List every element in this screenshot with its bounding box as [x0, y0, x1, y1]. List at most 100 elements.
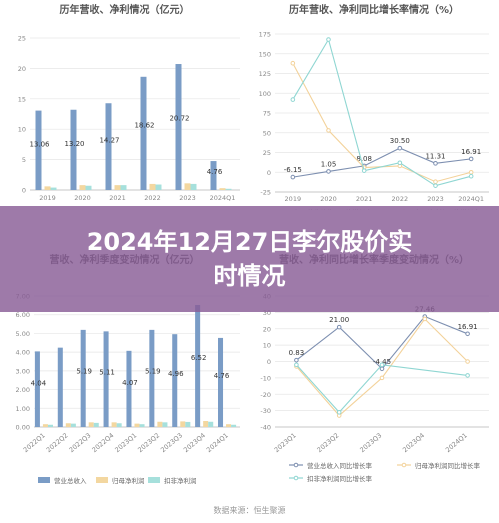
data-point — [290, 60, 296, 66]
y-tick-label: 30 — [263, 309, 271, 317]
bar — [149, 183, 156, 190]
data-label: 4.76 — [214, 372, 230, 380]
data-label: 13.20 — [64, 140, 84, 148]
legend-label: 营业总收入 — [54, 476, 87, 485]
annual-revenue-profit-chart: 历年营收、净利情况（亿元） 0 5 10 15 20 25 2019 2020 2021 2022 2… — [0, 0, 249, 210]
chart-title: 历年营收、净利情况（亿元） — [60, 3, 190, 16]
series-line — [292, 62, 472, 183]
data-label: 4.96 — [168, 370, 184, 378]
y-tick-label: 25 — [263, 149, 271, 157]
data-label: 4.04 — [31, 379, 47, 387]
data-point — [465, 331, 470, 337]
x-tick-label: 2024Q1 — [458, 195, 484, 203]
legend-label: 扣非净利润 — [164, 476, 197, 485]
bar — [149, 329, 155, 427]
data-label: 13.06 — [29, 140, 50, 148]
data-point — [361, 168, 367, 173]
y-tick-label: -40 — [260, 424, 271, 432]
bar — [111, 422, 117, 427]
data-source: 数据来源：恒生聚源 — [213, 506, 286, 515]
y-tick-label: 20 — [18, 65, 26, 73]
bar — [47, 424, 53, 427]
data-point — [468, 173, 474, 179]
y-tick-label: 0 — [267, 358, 271, 366]
x-tick-label: 2021 — [109, 194, 126, 202]
data-point — [465, 373, 470, 378]
bar — [203, 421, 209, 427]
y-tick-label: 0.00 — [16, 424, 30, 432]
bar — [50, 187, 57, 190]
bar — [34, 351, 40, 427]
series-line — [295, 364, 468, 414]
legend-marker — [401, 462, 407, 468]
bar — [231, 424, 237, 427]
data-point — [379, 366, 385, 372]
data-point — [433, 179, 438, 185]
bar — [226, 424, 232, 427]
x-tick-label: 2019 — [39, 194, 56, 202]
data-label: 21.00 — [329, 316, 349, 324]
series-line — [292, 147, 472, 178]
bar — [44, 186, 51, 190]
data-label: 16.91 — [458, 323, 478, 331]
x-tick-label: 2022Q3 — [68, 431, 93, 454]
data-point — [290, 97, 296, 102]
x-tick-label: 2024Q1 — [444, 431, 469, 454]
bar — [93, 422, 99, 427]
data-point — [468, 156, 474, 162]
y-tick-label: 15 — [18, 95, 26, 103]
data-point — [422, 316, 428, 322]
y-tick-label: -20 — [260, 391, 271, 399]
data-point — [465, 359, 470, 364]
x-tick-label: 2023Q1 — [273, 431, 298, 454]
bar — [70, 109, 77, 190]
y-tick-label: 125 — [259, 70, 271, 78]
bar — [116, 423, 122, 427]
x-tick-label: 2022Q1 — [22, 431, 47, 454]
x-tick-label: 2023Q4 — [182, 431, 207, 454]
data-point — [290, 174, 296, 180]
data-label: 5.19 — [145, 368, 161, 376]
legend-label: 归母净利润同比增长率 — [415, 461, 481, 470]
bar — [88, 422, 94, 427]
data-point — [468, 169, 474, 175]
data-point — [379, 375, 385, 381]
x-tick-label: 2023Q2 — [136, 431, 161, 454]
bar — [79, 185, 86, 190]
bar — [208, 421, 214, 427]
bar — [175, 64, 182, 190]
x-tick-label: 2024Q1 — [205, 431, 230, 454]
data-point — [397, 145, 403, 151]
bar — [85, 185, 92, 190]
bar — [139, 424, 145, 427]
data-label: 1.05 — [321, 160, 337, 168]
data-label: -4.45 — [373, 358, 391, 366]
data-point — [433, 161, 438, 166]
x-tick-label: 2022 — [392, 195, 409, 203]
data-point — [294, 357, 299, 363]
bar — [172, 334, 178, 427]
data-label: 30.50 — [390, 137, 410, 145]
y-tick-label: 10 — [18, 126, 26, 134]
legend-swatch — [96, 477, 108, 483]
bar — [155, 184, 162, 190]
y-tick-label: -25 — [260, 189, 271, 197]
data-label: 4.76 — [207, 168, 223, 176]
annual-growth-rate-chart: 历年营收、净利同比增长率情况（%） -25 0 25 50 75 100 125 150 175 2… — [249, 0, 499, 210]
bar — [184, 183, 191, 190]
data-point — [336, 324, 342, 330]
data-point — [294, 362, 299, 368]
y-tick-label: 2.00 — [16, 386, 30, 394]
bar — [57, 347, 63, 427]
x-tick-label: 2023Q4 — [401, 431, 426, 454]
x-tick-label: 2024Q1 — [210, 194, 236, 202]
y-tick-label: 0 — [267, 169, 271, 177]
series-line — [292, 38, 472, 187]
y-tick-label: 5 — [22, 156, 26, 164]
y-tick-label: 150 — [259, 50, 271, 58]
y-tick-label: -30 — [260, 407, 271, 415]
y-tick-label: 20 — [263, 325, 271, 333]
x-tick-label: 2023Q1 — [113, 431, 138, 454]
bar — [140, 76, 147, 190]
y-tick-label: -10 — [260, 374, 271, 382]
